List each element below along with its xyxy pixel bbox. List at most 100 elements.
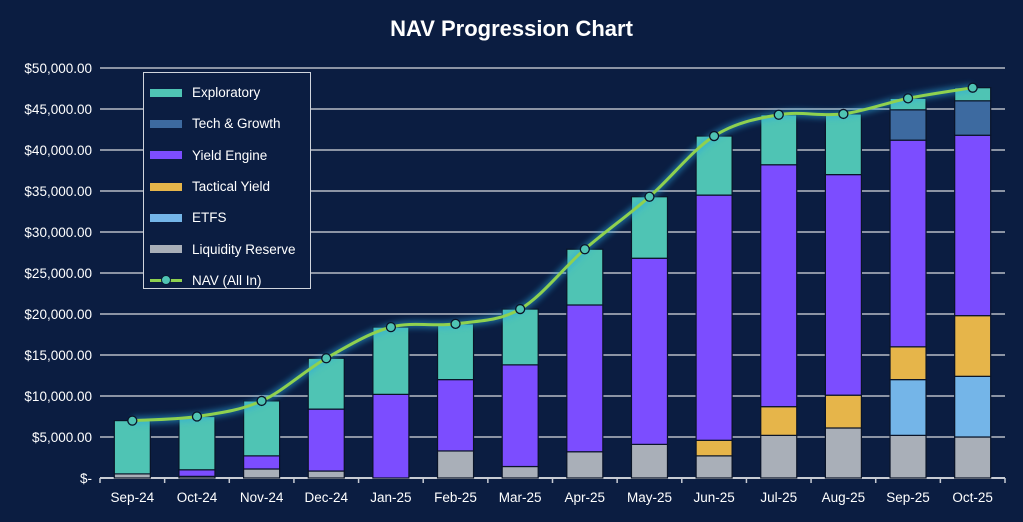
legend-label: ETFS bbox=[192, 210, 227, 226]
legend-line-marker-icon bbox=[150, 275, 182, 286]
legend-label: Exploratory bbox=[192, 85, 261, 101]
x-tick-label: Dec-24 bbox=[304, 490, 348, 505]
bar-exploratory bbox=[824, 113, 862, 176]
bar-exploratory bbox=[178, 415, 216, 471]
bar-yield-engine bbox=[501, 364, 539, 468]
bar-liquidity-reserve bbox=[566, 451, 604, 479]
legend-item: NAV (All In) bbox=[150, 265, 310, 296]
nav-point bbox=[450, 318, 461, 329]
legend-swatch bbox=[150, 182, 182, 191]
bar-liquidity-reserve bbox=[501, 465, 539, 479]
x-tick-label: Apr-25 bbox=[565, 490, 606, 505]
legend-item: Tech & Growth bbox=[150, 108, 310, 139]
bar-liquidity-reserve bbox=[824, 427, 862, 479]
bar-yield-engine bbox=[824, 174, 862, 396]
x-tick-label: Oct-24 bbox=[177, 490, 218, 505]
bar-liquidity-reserve bbox=[630, 443, 669, 479]
bar-yield-engine bbox=[307, 408, 345, 472]
bar-tactical-yield bbox=[695, 439, 733, 457]
y-tick-label: $10,000.00 bbox=[24, 389, 92, 404]
legend-label: Tactical Yield bbox=[192, 179, 271, 195]
bar-exploratory bbox=[760, 114, 798, 166]
nav-point bbox=[902, 93, 914, 104]
bar-yield-engine bbox=[566, 304, 604, 453]
bar-yield-engine bbox=[889, 139, 927, 348]
legend-swatch bbox=[150, 151, 182, 160]
bar-liquidity-reserve bbox=[760, 434, 798, 479]
bar-yield-engine bbox=[243, 455, 281, 470]
x-tick-label: Sep-25 bbox=[886, 490, 930, 505]
x-tick-label: May-25 bbox=[627, 490, 672, 505]
bar-yield-engine bbox=[954, 134, 992, 317]
nav-point bbox=[838, 108, 849, 120]
bar-etfs bbox=[954, 375, 992, 438]
x-tick-label: Oct-25 bbox=[952, 490, 993, 505]
legend-item: ETFS bbox=[150, 202, 310, 233]
bar-exploratory bbox=[372, 326, 410, 395]
legend-swatch bbox=[150, 213, 182, 222]
bar-liquidity-reserve bbox=[436, 450, 475, 479]
legend-swatch bbox=[150, 88, 182, 97]
bar-liquidity-reserve bbox=[695, 455, 733, 479]
legend-item: Liquidity Reserve bbox=[150, 233, 310, 264]
y-tick-label: $45,000.00 bbox=[24, 102, 92, 117]
chart-legend: Exploratory Tech & Growth Yield Engine Tact… bbox=[143, 72, 311, 289]
x-tick-label: Feb-25 bbox=[434, 490, 477, 505]
legend-label: Tech & Growth bbox=[192, 116, 281, 132]
bar-yield-engine bbox=[695, 194, 733, 441]
x-tick-label: Jun-25 bbox=[693, 490, 734, 505]
bar-liquidity-reserve bbox=[307, 470, 345, 479]
y-tick-label: $5,000.00 bbox=[32, 430, 92, 445]
nav-point bbox=[191, 411, 203, 422]
nav-point bbox=[127, 415, 138, 426]
y-tick-label: $40,000.00 bbox=[24, 143, 92, 158]
bar-tech-growth bbox=[889, 109, 927, 141]
legend-item: Exploratory bbox=[150, 77, 310, 108]
bar-exploratory bbox=[113, 420, 151, 475]
nav-point bbox=[579, 244, 590, 255]
bar-liquidity-reserve bbox=[954, 436, 992, 479]
bar-tactical-yield bbox=[889, 346, 927, 381]
bar-liquidity-reserve bbox=[889, 434, 927, 479]
bar-etfs bbox=[889, 379, 927, 436]
bar-yield-engine bbox=[630, 257, 669, 445]
y-tick-label: $20,000.00 bbox=[24, 307, 92, 322]
bar-tactical-yield bbox=[760, 406, 798, 436]
bar-yield-engine bbox=[436, 379, 475, 452]
bar-exploratory bbox=[243, 400, 281, 457]
bar-liquidity-reserve bbox=[243, 468, 281, 479]
x-tick-label: Nov-24 bbox=[240, 490, 284, 505]
nav-line bbox=[132, 86, 973, 423]
x-tick-label: Jul-25 bbox=[760, 490, 797, 505]
y-tick-label: $25,000.00 bbox=[24, 266, 92, 281]
nav-point bbox=[321, 353, 332, 364]
nav-point bbox=[967, 82, 978, 93]
nav-point bbox=[385, 321, 397, 333]
bar-liquidity-reserve bbox=[113, 473, 151, 479]
legend-label: Yield Engine bbox=[192, 147, 268, 163]
x-tick-label: Mar-25 bbox=[499, 490, 542, 505]
legend-label: NAV (All In) bbox=[192, 272, 262, 288]
legend-swatch bbox=[150, 245, 182, 254]
y-tick-label: $- bbox=[80, 471, 92, 486]
nav-point bbox=[644, 191, 655, 202]
legend-label: Liquidity Reserve bbox=[192, 241, 296, 257]
bar-exploratory bbox=[436, 323, 475, 381]
bar-tactical-yield bbox=[824, 394, 862, 429]
y-tick-label: $35,000.00 bbox=[24, 184, 92, 199]
y-tick-label: $30,000.00 bbox=[24, 225, 92, 240]
nav-point bbox=[515, 303, 526, 315]
nav-point bbox=[773, 109, 784, 120]
y-tick-label: $15,000.00 bbox=[24, 348, 92, 363]
legend-item: Tactical Yield bbox=[150, 171, 310, 202]
x-tick-label: Sep-24 bbox=[111, 490, 155, 505]
bar-yield-engine bbox=[760, 164, 798, 408]
chart-title: NAV Progression Chart bbox=[390, 16, 633, 41]
legend-item: Yield Engine bbox=[150, 140, 310, 171]
bar-yield-engine bbox=[178, 469, 216, 477]
legend-swatch bbox=[150, 119, 182, 128]
nav-point bbox=[256, 395, 267, 407]
nav-point bbox=[708, 130, 720, 142]
bar-tactical-yield bbox=[954, 315, 992, 377]
